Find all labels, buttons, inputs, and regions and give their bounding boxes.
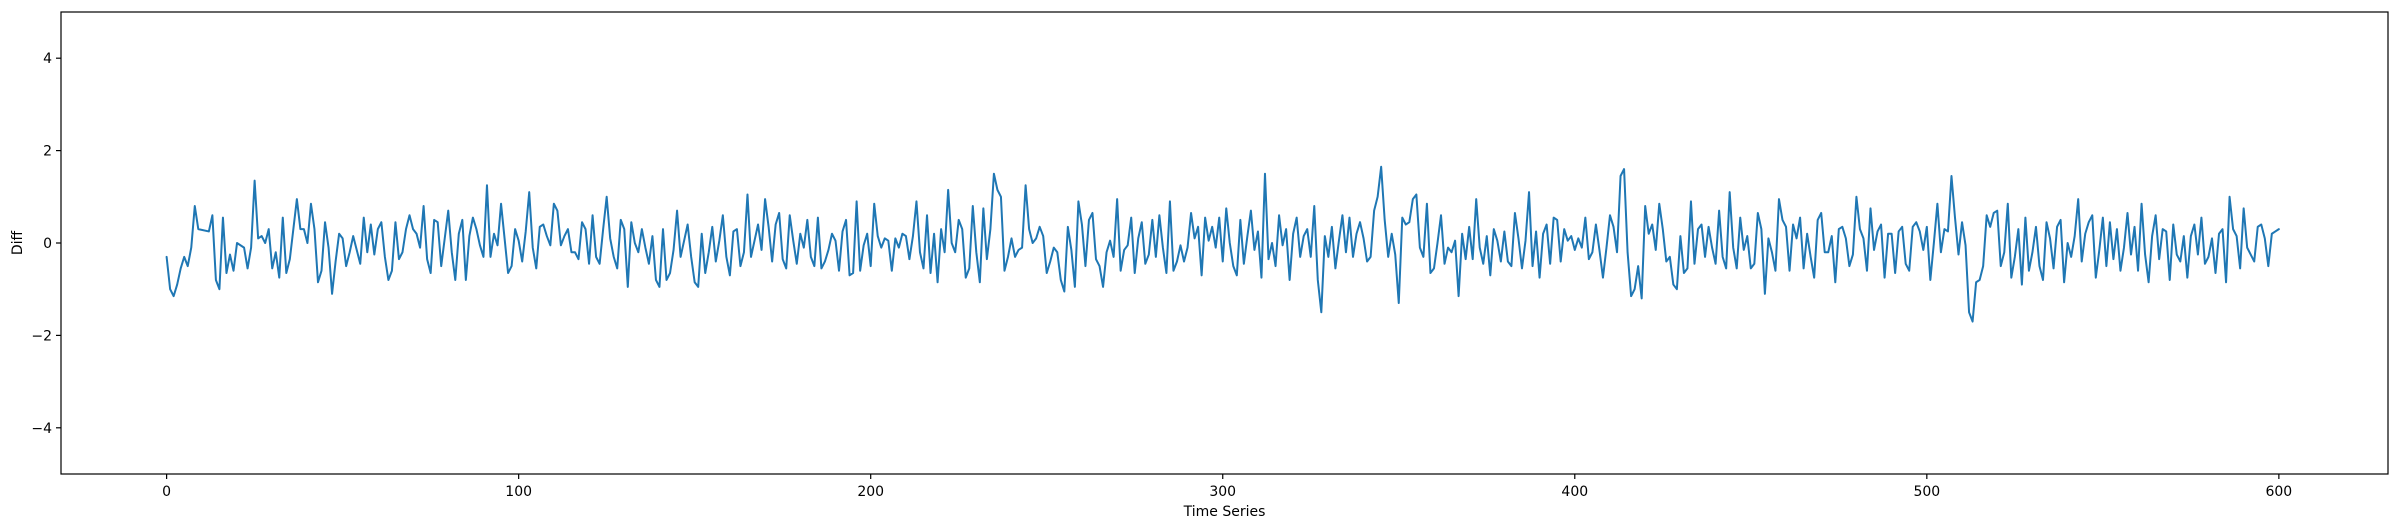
x-tick-label: 100	[505, 484, 532, 500]
x-tick-label: 500	[1913, 484, 1940, 500]
x-tick-label: 200	[857, 484, 884, 500]
plot-area	[165, 165, 2280, 323]
y-tick-label: −4	[31, 421, 52, 437]
y-tick-label: 2	[43, 144, 52, 160]
x-tick-label: 400	[1561, 484, 1588, 500]
x-tick-label: 600	[2265, 484, 2292, 500]
y-tick-label: 4	[43, 51, 52, 67]
y-axis-label: Diff	[10, 230, 26, 255]
y-axis: −4 −2 0 2 4	[31, 51, 61, 437]
x-tick-label: 300	[1209, 484, 1236, 500]
x-axis-label: Time Series	[1183, 504, 1266, 520]
y-tick-label: −2	[31, 328, 52, 344]
x-axis: 0 100 200 300 400 500 600	[162, 474, 2292, 500]
x-tick-label: 0	[162, 484, 171, 500]
y-tick-label: 0	[43, 236, 52, 252]
series-line	[165, 165, 2280, 323]
